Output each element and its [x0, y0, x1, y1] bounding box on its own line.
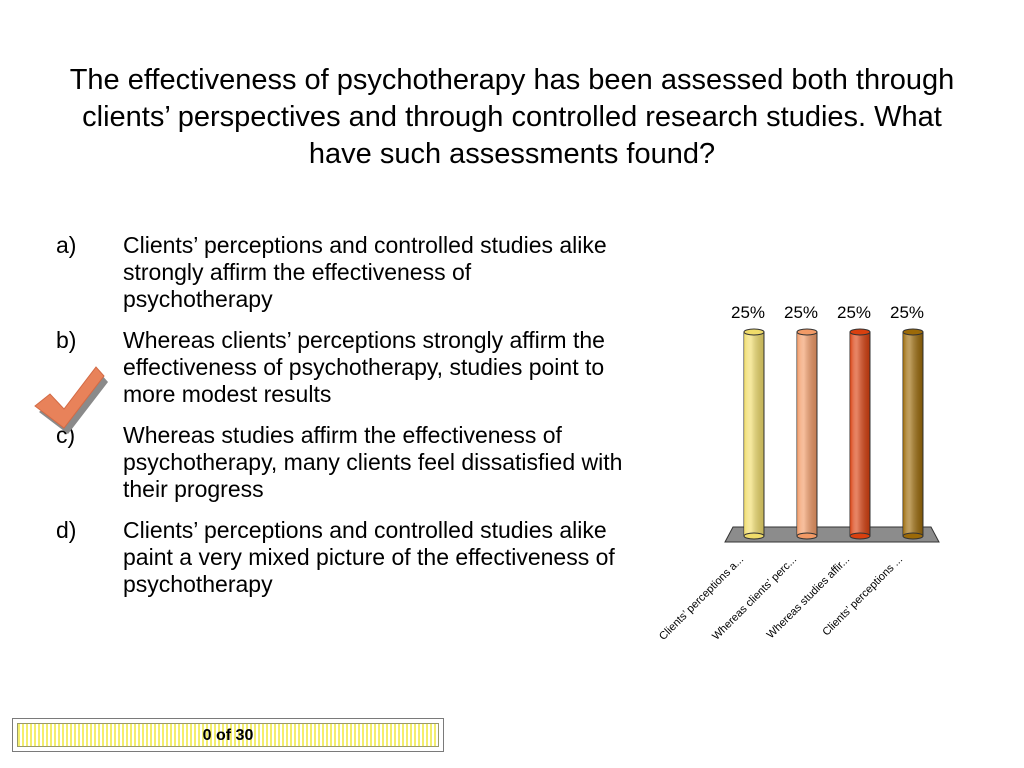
question-title: The effectiveness of psychotherapy has b…	[69, 64, 955, 170]
bar-1	[743, 328, 765, 540]
answer-options: a) Clients’ perceptions and controlled s…	[56, 232, 626, 612]
counter-label: 0 of 30	[202, 727, 254, 744]
option-letter: b)	[56, 327, 77, 353]
option-letter: a)	[56, 232, 77, 258]
option-b[interactable]: b) Whereas clients’ perceptions strongly…	[56, 327, 626, 408]
bar-chart: 25%Clients’ perceptions a...25%Whereas c…	[657, 303, 940, 643]
bar-3	[849, 328, 871, 540]
data-label-3: 25%	[837, 303, 871, 322]
option-text: Clients’ perceptions and controlled stud…	[123, 517, 615, 597]
option-text: Whereas clients’ perceptions strongly af…	[123, 327, 605, 407]
data-label-4: 25%	[890, 303, 924, 322]
option-c[interactable]: c) Whereas studies affirm the effectiven…	[56, 422, 626, 503]
option-text: Whereas studies affirm the effectiveness…	[123, 422, 623, 502]
bar-4	[902, 328, 924, 540]
response-counter: 0 of 30	[12, 718, 444, 752]
option-a[interactable]: a) Clients’ perceptions and controlled s…	[56, 232, 626, 313]
bar-2	[796, 328, 818, 540]
data-label-1: 25%	[731, 303, 765, 322]
option-letter: d)	[56, 517, 77, 543]
data-label-2: 25%	[784, 303, 818, 322]
category-label-1: Clients’ perceptions a...	[657, 554, 746, 643]
option-d[interactable]: d) Clients’ perceptions and controlled s…	[56, 517, 626, 598]
response-chart: 25% Clients’ perceptions a... 25% Whereas c…	[630, 290, 960, 670]
counter-progress-bar	[17, 723, 439, 747]
option-text: Clients’ perceptions and controlled stud…	[123, 232, 607, 312]
checkmark-icon	[34, 366, 108, 434]
